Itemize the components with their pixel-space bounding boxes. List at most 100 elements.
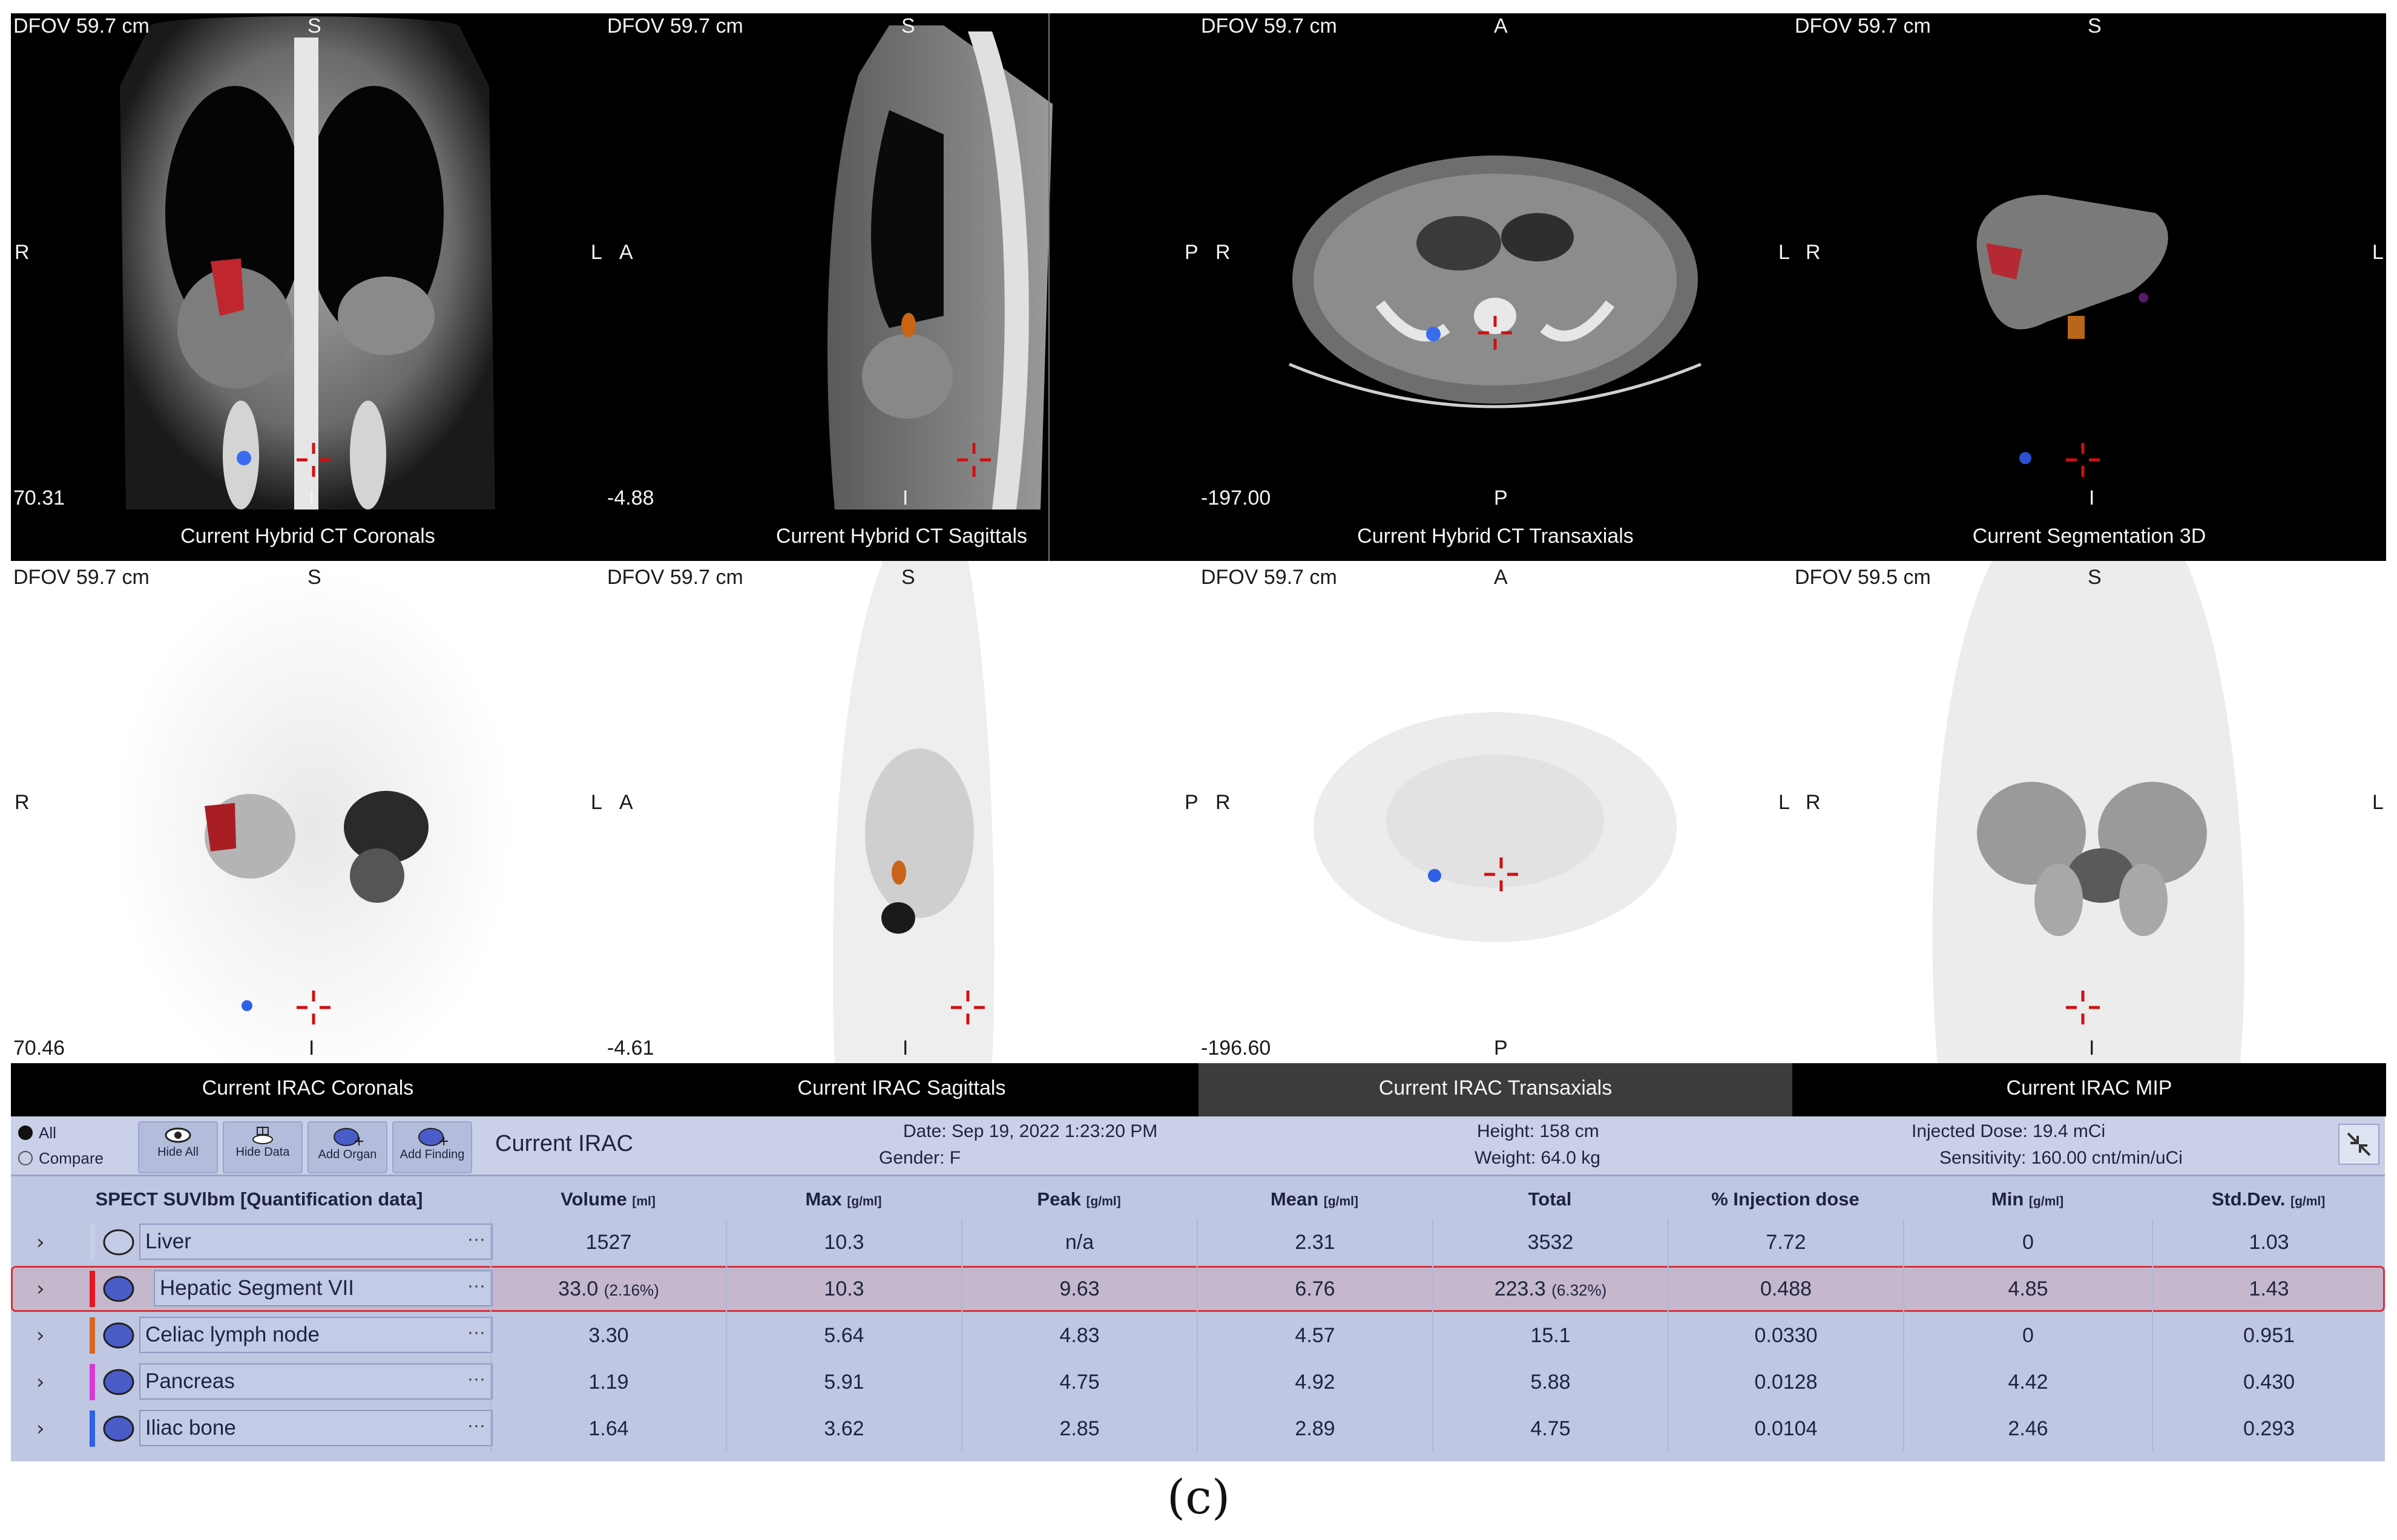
column-header[interactable]: % Injection dose: [1668, 1184, 1903, 1214]
column-header[interactable]: Max [g/ml]: [726, 1184, 961, 1214]
cell-injection: 0.0128: [1668, 1359, 1903, 1405]
more-options-icon[interactable]: ···: [467, 1369, 485, 1389]
organ-name-field[interactable]: Liver ···: [139, 1224, 493, 1260]
orient-right: L: [1778, 241, 1790, 264]
exam-date: Date: Sep 19, 2022 1:23:20 PM: [903, 1121, 1158, 1141]
column-header[interactable]: Min [g/ml]: [1903, 1184, 2152, 1214]
irac-transaxial-image: [1314, 712, 1677, 942]
column-header[interactable]: Volume [ml]: [490, 1184, 726, 1214]
orient-top: S: [2088, 566, 2102, 589]
cell-std: 1.43: [2152, 1266, 2385, 1312]
cell-value: 7.72: [1766, 1231, 1806, 1254]
slice-position: -196.60: [1201, 1037, 1271, 1060]
orient-left: R: [1806, 241, 1821, 264]
viewport-irac-sagittal[interactable]: DFOV 59.7 cm S A P I -4.61: [605, 561, 1198, 1063]
ct-coronal-image: [120, 16, 495, 510]
cell-injection: 7.72: [1668, 1219, 1903, 1265]
button-label: Hide Data: [235, 1145, 290, 1159]
viewport-irac-transaxial[interactable]: DFOV 59.7 cm A R L P -196.60: [1198, 561, 1792, 1063]
cell-value: 6.76: [1295, 1277, 1335, 1300]
hide-data-button[interactable]: Hide Data: [223, 1121, 303, 1173]
cell-volume: 1.64: [490, 1406, 726, 1452]
more-options-icon[interactable]: ···: [467, 1322, 485, 1342]
viewport-tab-irac-transaxial[interactable]: Current IRAC Transaxials: [1198, 1063, 1792, 1116]
column-label: Max: [805, 1188, 842, 1210]
more-options-icon[interactable]: ···: [467, 1276, 485, 1296]
cell-value: 0: [2022, 1231, 2034, 1254]
cell-total: 5.88: [1432, 1359, 1668, 1405]
table-row[interactable]: › Liver ··· 1527 10.3 n/a 2.31 3532 7.72 0 1.03: [11, 1219, 2385, 1265]
orient-right: L: [591, 791, 602, 814]
expand-chevron-icon[interactable]: ›: [36, 1417, 45, 1441]
viewport-tab-irac-sagittal[interactable]: Current IRAC Sagittals: [605, 1063, 1198, 1116]
orient-left: R: [1215, 791, 1231, 814]
cell-value: 1.43: [2249, 1277, 2289, 1300]
organ-name-field[interactable]: Celiac lymph node ···: [139, 1317, 493, 1353]
column-unit: [g/ml]: [2290, 1194, 2326, 1208]
radio-compare[interactable]: Compare: [18, 1149, 104, 1168]
organ-name: Celiac lymph node: [145, 1323, 320, 1346]
viewport-ct-transaxial[interactable]: DFOV 59.7 cm A R L P -197.00 Current Hyb…: [1198, 13, 1792, 561]
viewport-caption: Current Segmentation 3D: [1972, 525, 2206, 548]
viewport-irac-coronal[interactable]: DFOV 59.7 cm S R L I 70.46: [11, 561, 605, 1063]
injected-dose: Injected Dose: 19.4 mCi: [1912, 1121, 2106, 1141]
add-organ-button[interactable]: + Add Organ: [307, 1121, 387, 1173]
viewport-ct-coronal[interactable]: DFOV 59.7 cm S R L I 70.31 Current Hybri…: [11, 13, 605, 561]
expand-chevron-icon[interactable]: ›: [36, 1277, 45, 1301]
expand-chevron-icon[interactable]: ›: [36, 1230, 45, 1254]
collapse-button[interactable]: [2338, 1124, 2379, 1165]
more-options-icon[interactable]: ···: [467, 1229, 485, 1249]
viewport-ct-sagittal[interactable]: DFOV 59.7 cm S A P I -4.88 Current Hybri…: [605, 13, 1198, 561]
collapse-arrows-icon: [2347, 1132, 2371, 1156]
cell-min: 4.85: [1903, 1266, 2152, 1312]
orient-left: A: [619, 241, 633, 264]
hide-all-button[interactable]: Hide All: [138, 1121, 218, 1173]
cell-std: 1.03: [2152, 1219, 2385, 1265]
cell-std: 0.430: [2152, 1359, 2385, 1405]
cell-percent: (2.16%): [603, 1281, 659, 1299]
column-unit: [ml]: [632, 1194, 656, 1208]
organ-name: Hepatic Segment VII: [160, 1276, 354, 1300]
orient-right: P: [1185, 241, 1198, 264]
organ-name-field[interactable]: Hepatic Segment VII ···: [154, 1270, 493, 1306]
orient-bottom: I: [903, 1037, 909, 1060]
cell-min: 4.42: [1903, 1359, 2152, 1405]
table-row[interactable]: › Iliac bone ··· 1.64 3.62 2.85 2.89 4.75 0.0104…: [11, 1406, 2385, 1452]
patient-weight: Weight: 64.0 kg: [1475, 1148, 1600, 1168]
cell-total: 4.75: [1432, 1406, 1668, 1452]
more-options-icon[interactable]: ···: [467, 1415, 485, 1435]
viewport-tab-irac-mip[interactable]: Current IRAC MIP: [1792, 1063, 2386, 1116]
expand-chevron-icon[interactable]: ›: [36, 1323, 45, 1348]
cell-value: 4.57: [1295, 1324, 1335, 1347]
column-label: Std.Dev.: [2211, 1188, 2286, 1210]
irac-coronal-image: [114, 567, 513, 1063]
cell-mean: 2.89: [1197, 1406, 1432, 1452]
column-label: Mean: [1270, 1188, 1319, 1210]
expand-chevron-icon[interactable]: ›: [36, 1370, 45, 1394]
cell-peak: n/a: [961, 1219, 1197, 1265]
cell-mean: 4.92: [1197, 1359, 1432, 1405]
add-finding-button[interactable]: + Add Finding: [392, 1121, 472, 1173]
cell-value: 1.19: [588, 1371, 629, 1394]
column-header[interactable]: Peak [g/ml]: [961, 1184, 1197, 1214]
cell-value: 2.31: [1295, 1231, 1335, 1254]
cell-max: 10.3: [726, 1266, 961, 1312]
viewport-tab-irac-coronal[interactable]: Current IRAC Coronals: [11, 1063, 605, 1116]
cell-value: 4.92: [1295, 1371, 1335, 1394]
viewport-segmentation-3d[interactable]: DFOV 59.7 cm S R L I Current Segmentatio…: [1792, 13, 2386, 561]
button-label: Add Organ: [318, 1148, 377, 1161]
column-header[interactable]: Mean [g/ml]: [1197, 1184, 1432, 1214]
viewport-caption: Current Hybrid CT Sagittals: [775, 525, 1028, 548]
table-row[interactable]: › Hepatic Segment VII ··· 33.0 (2.16%) 10.3 9…: [11, 1266, 2385, 1312]
organ-name: Iliac bone: [145, 1416, 236, 1440]
organ-name-field[interactable]: Iliac bone ···: [139, 1410, 493, 1446]
cell-value: 1.03: [2249, 1231, 2289, 1254]
column-header[interactable]: Total: [1432, 1184, 1668, 1214]
cell-value: 3532: [1527, 1231, 1574, 1254]
column-header[interactable]: Std.Dev. [g/ml]: [2152, 1184, 2385, 1214]
table-row[interactable]: › Pancreas ··· 1.19 5.91 4.75 4.92 5.88 0.0128 4.…: [11, 1359, 2385, 1405]
table-row[interactable]: › Celiac lymph node ··· 3.30 5.64 4.83 4.57 15.…: [11, 1312, 2385, 1358]
radio-all[interactable]: All: [18, 1124, 56, 1142]
organ-name-field[interactable]: Pancreas ···: [139, 1363, 493, 1400]
viewport-irac-mip[interactable]: DFOV 59.5 cm S R L I: [1792, 561, 2386, 1063]
